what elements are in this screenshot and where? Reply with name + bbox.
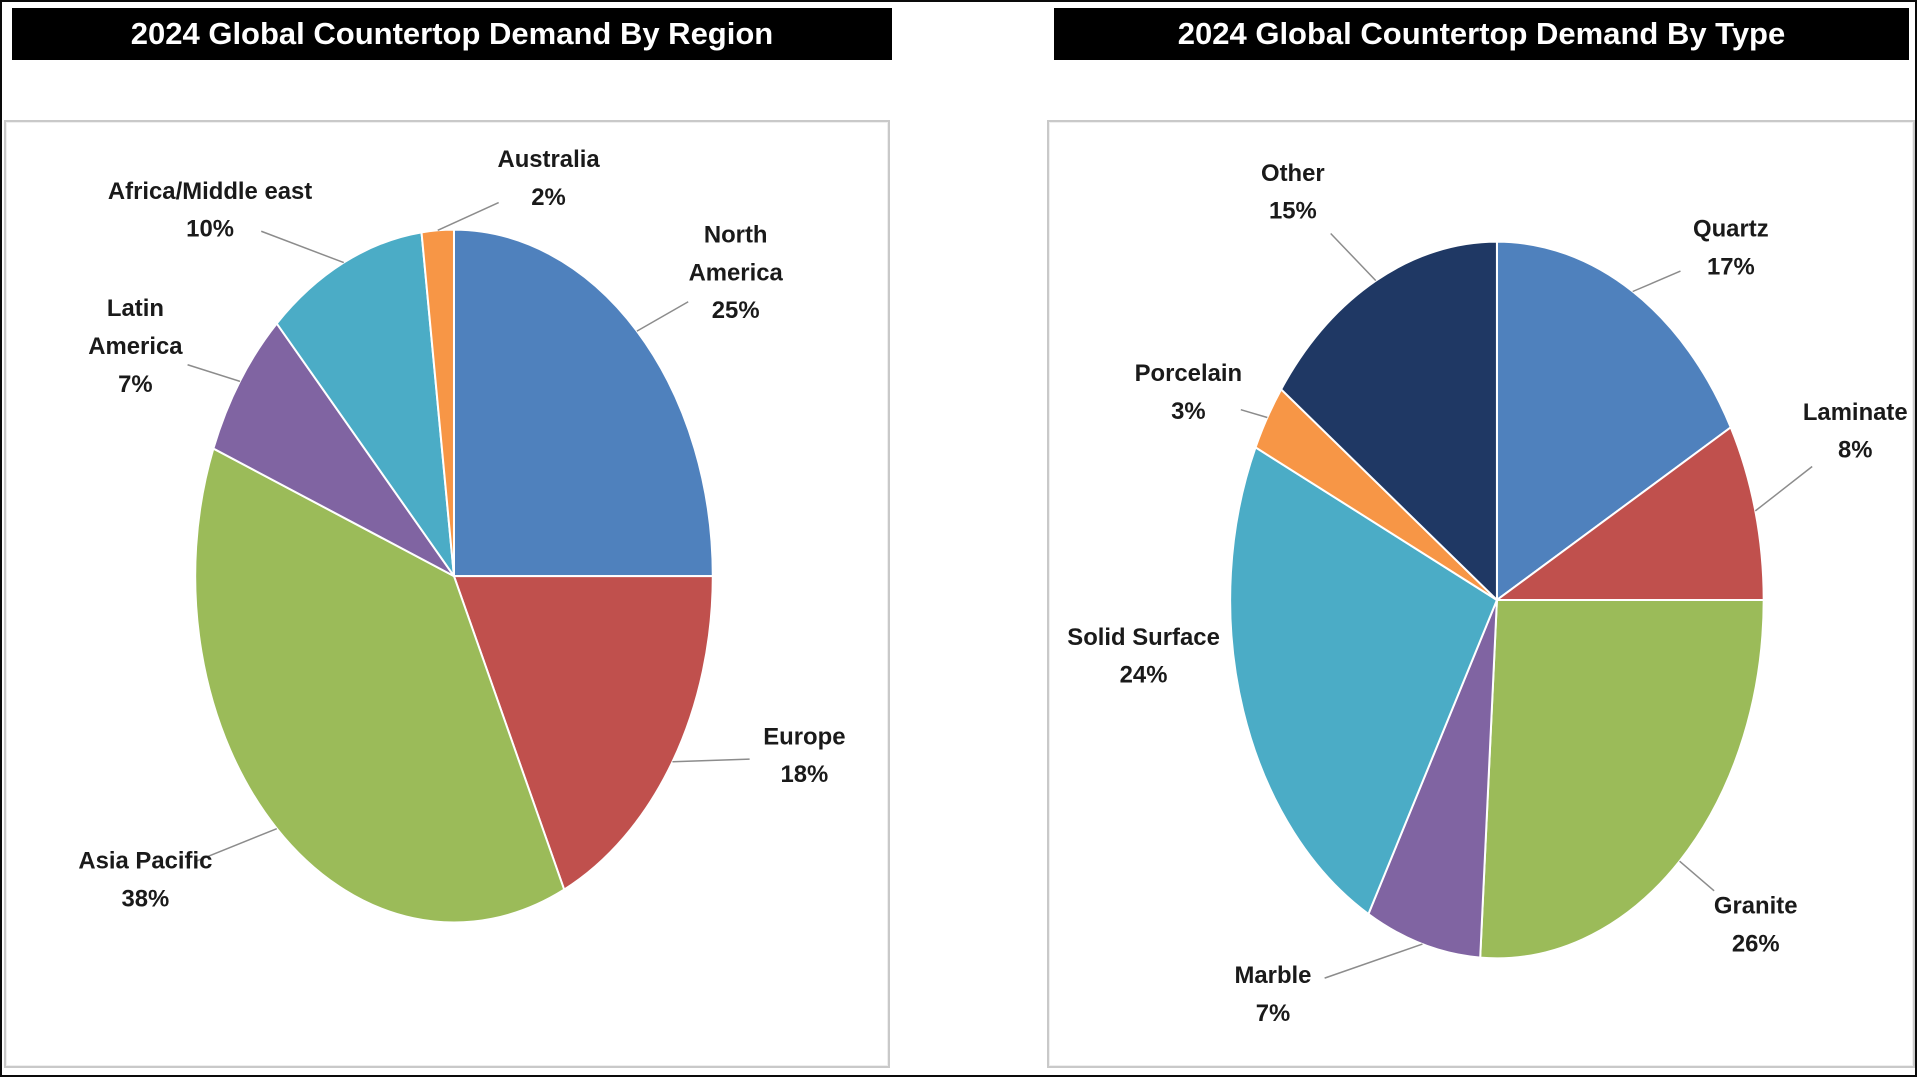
pie-slice-marble xyxy=(1367,599,1498,959)
pie-label-latin-america: Latin America 7% xyxy=(88,295,183,398)
pie-label-north-america: North America 25% xyxy=(689,222,784,325)
pie-label-quartz: Quartz 17% xyxy=(1693,216,1769,281)
pie-label-australia: Australia 2% xyxy=(497,146,600,211)
label-leader-line-porcelain xyxy=(1240,408,1268,419)
pie-label-other: Other 15% xyxy=(1261,160,1325,225)
chart-title-region: 2024 Global Countertop Demand By Region xyxy=(12,8,892,60)
pie-slice-north-america xyxy=(452,228,714,578)
label-leader-line-marble xyxy=(1324,943,1423,979)
pie-label-granite: Granite 26% xyxy=(1714,893,1798,958)
pie-label-laminate: Laminate 8% xyxy=(1803,399,1908,464)
pie-chart-region-panel: North America 25% Europe 18% Asia Pacific 38% L… xyxy=(4,120,890,1068)
label-leader-line-africa-middle-east xyxy=(260,230,345,264)
label-leader-line-other xyxy=(1330,232,1377,282)
label-leader-line-australia xyxy=(437,201,499,232)
pie-slice-other xyxy=(1279,240,1498,603)
label-leader-line-quartz xyxy=(1632,270,1681,293)
pie-chart-type-panel: Quartz 17% Laminate 8% Granite 26% Marble 7% Sol… xyxy=(1047,120,1915,1068)
label-leader-line-laminate xyxy=(1754,465,1813,512)
pie-slice-solid-surface xyxy=(1229,445,1499,916)
pie-chart-region: North America 25% Europe 18% Asia Pacific 38% L… xyxy=(78,146,846,924)
label-leader-line-europe xyxy=(672,758,750,763)
pie-slice-quartz xyxy=(1495,240,1732,602)
pie-slice-asia-pacific xyxy=(194,447,566,924)
pie-label-europe: Europe 18% xyxy=(763,723,845,788)
pie-label-marble: Marble 7% xyxy=(1234,962,1311,1027)
label-leader-line-latin-america xyxy=(187,364,241,383)
pie-label-porcelain: Porcelain 3% xyxy=(1135,360,1242,425)
label-leader-line-granite xyxy=(1679,860,1715,892)
pie-slice-africa-middle-east xyxy=(275,231,456,580)
label-leader-line-asia-pacific xyxy=(195,827,278,862)
pie-slice-australia xyxy=(420,228,455,577)
pie-slice-granite xyxy=(1479,598,1765,960)
chart-title-type: 2024 Global Countertop Demand By Type xyxy=(1054,8,1909,60)
pie-label-asia-pacific: Asia Pacific 38% xyxy=(78,848,212,913)
pie-label-africa-middle-east: Africa/Middle east 10% xyxy=(108,178,312,243)
pie-label-solid-surface: Solid Surface 24% xyxy=(1067,624,1220,689)
label-leader-line-north-america xyxy=(636,301,689,332)
pie-chart-type: Quartz 17% Laminate 8% Granite 26% Marble 7% Sol… xyxy=(1067,160,1908,1027)
